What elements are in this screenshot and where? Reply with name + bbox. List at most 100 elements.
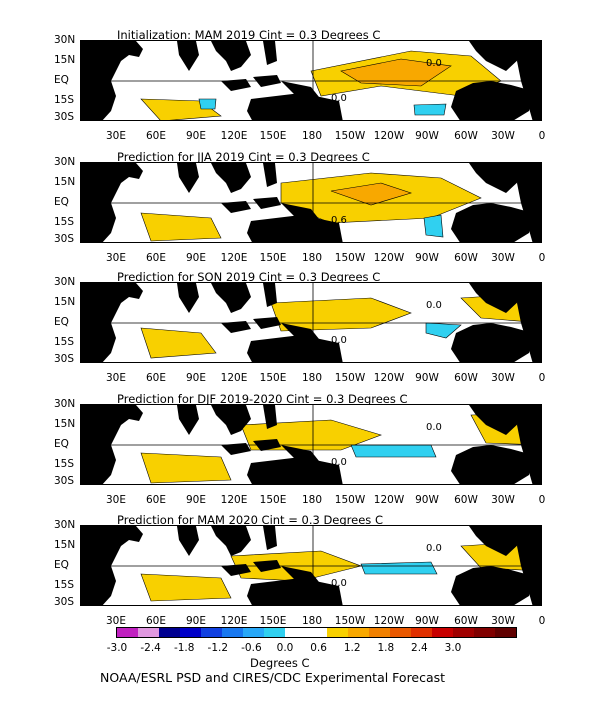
sst-anomaly-map: 0.0 0.0 [80,404,542,485]
cool-anomaly-region [413,103,447,116]
lon-label: 120E [220,252,248,264]
lat-label: EQ [54,438,69,450]
land-mass [281,203,319,219]
lon-label: 90E [186,252,206,264]
lon-label: 60E [146,494,166,506]
lon-label: 60W [454,494,478,506]
lon-label: 120E [220,615,248,627]
lon-label: 60E [146,372,166,384]
lon-label: 120E [220,494,248,506]
contour-label: 0.0 [331,93,347,104]
colorbar-swatch [369,628,390,637]
lat-label: 30S [54,353,75,365]
land-mass [247,578,343,605]
land-mass [221,443,251,455]
lon-label: 60W [454,130,478,142]
lat-label: 30N [54,398,76,410]
colorbar-swatch [453,628,474,637]
lon-label: 90E [186,494,206,506]
land-mass [263,526,277,550]
land-mass [221,201,251,213]
land-mass [247,457,343,484]
lon-label: 150E [259,130,287,142]
land-mass [211,283,251,313]
land-mass [177,163,199,193]
lon-label: 0 [538,252,546,264]
lon-label: 90W [415,252,439,264]
lon-label: 30E [106,615,126,627]
lon-label: 150W [334,372,366,384]
land-mass [451,323,533,362]
lat-label: 15N [54,418,76,430]
lon-label: 150W [334,252,366,264]
lon-label: 0 [538,615,546,627]
sst-anomaly-map: 0.0 0.0 [80,40,542,121]
lon-label: 150W [334,494,366,506]
land-mass [177,41,199,71]
colorbar-swatch [411,628,432,637]
land-mass [451,81,533,120]
cool-anomaly-region [425,322,462,339]
contour-label: 0.0 [426,422,442,433]
lon-label: 0 [538,130,546,142]
lat-label: 15S [54,94,75,106]
sst-anomaly-map: 0.0 0.0 [80,282,542,363]
lat-label: EQ [54,559,69,571]
cool-anomaly-region [360,561,438,575]
land-mass [211,526,251,556]
lon-label: 0 [538,372,546,384]
forecast-panel-2: Prediction for JJA 2019 Cint = 0.3 Degre… [0,150,600,270]
cool-anomaly-region [198,98,217,110]
contour-label: 0.0 [331,578,347,589]
lat-label: 15N [54,54,76,66]
lat-label: EQ [54,196,69,208]
land-mass [263,41,277,65]
lon-label: 60E [146,615,166,627]
lat-label: 30N [54,156,76,168]
sst-anomaly-map: 0.0 0.0 [80,525,542,606]
lon-label: 30W [491,494,515,506]
contour-label: 0.0 [426,543,442,554]
land-mass [177,526,199,556]
land-mass [247,93,343,120]
warm-anomaly-region [140,212,222,242]
lon-label: 90E [186,615,206,627]
lon-label: 30W [491,252,515,264]
lon-label: 180 [301,615,323,627]
land-mass [211,163,251,193]
lat-label: 15N [54,176,76,188]
colorbar-swatch [390,628,411,637]
lat-label: 30S [54,111,75,123]
colorbar-tick-label: 1.8 [377,642,395,654]
lon-label: 120E [220,372,248,384]
lon-label: 30E [106,494,126,506]
lon-label: 60W [454,372,478,384]
land-mass [81,405,143,484]
lat-label: 30S [54,596,75,608]
lon-label: 180 [301,372,323,384]
lon-label: 90E [186,372,206,384]
lon-label: 120W [373,615,405,627]
lon-label: 60W [454,252,478,264]
warm-anomaly-region [140,452,232,484]
land-mass [263,405,277,429]
land-mass [517,163,541,242]
land-mass [517,283,541,362]
warm-anomaly-region [140,327,217,359]
land-mass [247,335,343,362]
land-mass [451,445,533,484]
colorbar [116,627,517,638]
contour-label: 0.0 [426,300,442,311]
forecast-panel-4: Prediction for DJF 2019-2020 Cint = 0.3 … [0,392,600,512]
lat-label: 30N [54,276,76,288]
contour-label: 0.0 [331,457,347,468]
colorbar-swatch [138,628,159,637]
lon-label: 180 [301,252,323,264]
colorbar-tick-label: -0.6 [241,642,262,654]
land-mass [81,163,143,242]
lon-label: 90W [415,494,439,506]
land-mass [81,526,143,605]
contour-label: 0.0 [331,335,347,346]
land-mass [247,215,343,242]
